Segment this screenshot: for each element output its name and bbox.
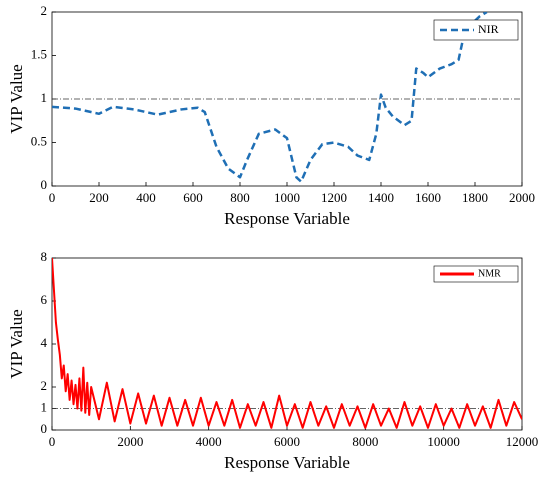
y-tick-label: 1.5: [31, 46, 47, 61]
x-tick-label: 1800: [462, 190, 488, 205]
x-tick-label: 0: [49, 434, 56, 449]
y-tick-label: 2: [41, 378, 48, 393]
x-tick-label: 800: [230, 190, 250, 205]
y-tick-label: 2: [41, 3, 48, 18]
y-axis-label: VIP Value: [7, 309, 26, 378]
legend-label: NMR: [478, 268, 501, 279]
y-tick-label: 0.5: [31, 133, 47, 148]
x-tick-label: 1400: [368, 190, 394, 205]
y-tick-label: 6: [41, 292, 48, 307]
x-tick-label: 4000: [196, 434, 222, 449]
x-tick-label: 6000: [274, 434, 300, 449]
x-tick-label: 2000: [117, 434, 143, 449]
plot-frame: [51, 257, 523, 431]
x-tick-label: 1200: [321, 190, 347, 205]
y-tick-label: 1: [41, 90, 48, 105]
series-line: [52, 12, 488, 183]
x-tick-label: 1000: [274, 190, 300, 205]
x-tick-label: 600: [183, 190, 203, 205]
y-tick-label: 4: [41, 335, 48, 350]
y-axis-label: VIP Value: [7, 64, 26, 133]
x-tick-label: 12000: [506, 434, 539, 449]
x-axis-label: Response Variable: [224, 209, 350, 228]
legend-box: [433, 265, 519, 283]
x-tick-label: 400: [136, 190, 156, 205]
x-tick-label: 10000: [427, 434, 460, 449]
x-tick-label: 200: [89, 190, 109, 205]
legend-box: [433, 19, 519, 41]
y-tick-label: 0: [41, 421, 48, 436]
x-tick-label: 1600: [415, 190, 441, 205]
series-line: [52, 258, 522, 429]
x-tick-label: 0: [49, 190, 56, 205]
y-tick-label: 1: [41, 399, 48, 414]
y-tick-label: 8: [41, 249, 48, 264]
y-tick-label: 0: [41, 177, 48, 192]
x-tick-label: 2000: [509, 190, 535, 205]
legend-label: NIR: [478, 22, 499, 36]
x-axis-label: Response Variable: [224, 453, 350, 472]
x-tick-label: 8000: [352, 434, 378, 449]
